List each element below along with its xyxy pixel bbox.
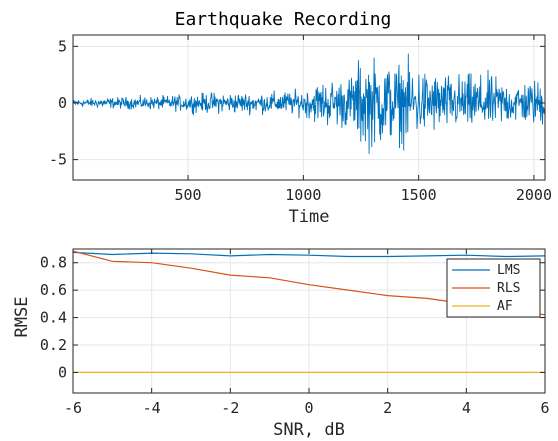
axes-frame bbox=[72, 34, 546, 181]
y-tick-label: -5 bbox=[49, 151, 67, 169]
y-tick-label: 0.6 bbox=[40, 281, 67, 299]
legend-label-af: AF bbox=[497, 299, 513, 314]
y-tick-labels: 5 0 -5 bbox=[49, 37, 67, 168]
x-tick-label: 6 bbox=[540, 399, 549, 417]
y-tick-label: 0 bbox=[58, 363, 67, 381]
tick-marks bbox=[73, 35, 545, 180]
y-tick-label: 0 bbox=[58, 94, 67, 112]
y-tick-labels: 0.8 0.6 0.4 0.2 0 bbox=[40, 254, 67, 382]
legend-label-rls: RLS bbox=[497, 281, 520, 296]
rmse-chart: -6 -4 -2 0 2 4 6 0.8 0.6 0.4 0.2 0 SNR, dB RMSE LM… bbox=[12, 248, 550, 440]
x-tick-labels: 500 1000 1500 2000 bbox=[175, 186, 552, 204]
y-axis-label: RMSE bbox=[12, 297, 32, 338]
x-axis-label: SNR, dB bbox=[273, 420, 345, 440]
x-tick-label: 500 bbox=[175, 186, 202, 204]
seismic-trace-line bbox=[73, 53, 545, 154]
x-axis-label: Time bbox=[289, 207, 330, 227]
chart-title: Earthquake Recording bbox=[175, 9, 392, 30]
y-tick-label: 0.8 bbox=[40, 254, 67, 272]
seismogram-chart: 500 1000 1500 2000 5 0 -5 Earthquake Recordin… bbox=[49, 9, 552, 227]
x-tick-label: -6 bbox=[64, 399, 82, 417]
x-tick-label: 1500 bbox=[401, 186, 437, 204]
y-tick-label: 5 bbox=[58, 37, 67, 55]
plot-area bbox=[73, 53, 545, 154]
x-tick-label: 0 bbox=[304, 399, 313, 417]
x-tick-label: -2 bbox=[221, 399, 239, 417]
x-tick-label: 1000 bbox=[285, 186, 321, 204]
tick-marks bbox=[72, 249, 546, 393]
x-tick-label: 2000 bbox=[516, 186, 552, 204]
x-tick-labels: -6 -4 -2 0 2 4 6 bbox=[64, 399, 550, 417]
x-tick-label: 2 bbox=[383, 399, 392, 417]
x-tick-label: 4 bbox=[462, 399, 471, 417]
y-tick-label: 0.2 bbox=[40, 336, 67, 354]
legend-label-lms: LMS bbox=[497, 263, 520, 278]
x-tick-label: -4 bbox=[143, 399, 161, 417]
legend: LMS RLS AF bbox=[446, 258, 541, 318]
y-tick-label: 0.4 bbox=[40, 309, 67, 327]
